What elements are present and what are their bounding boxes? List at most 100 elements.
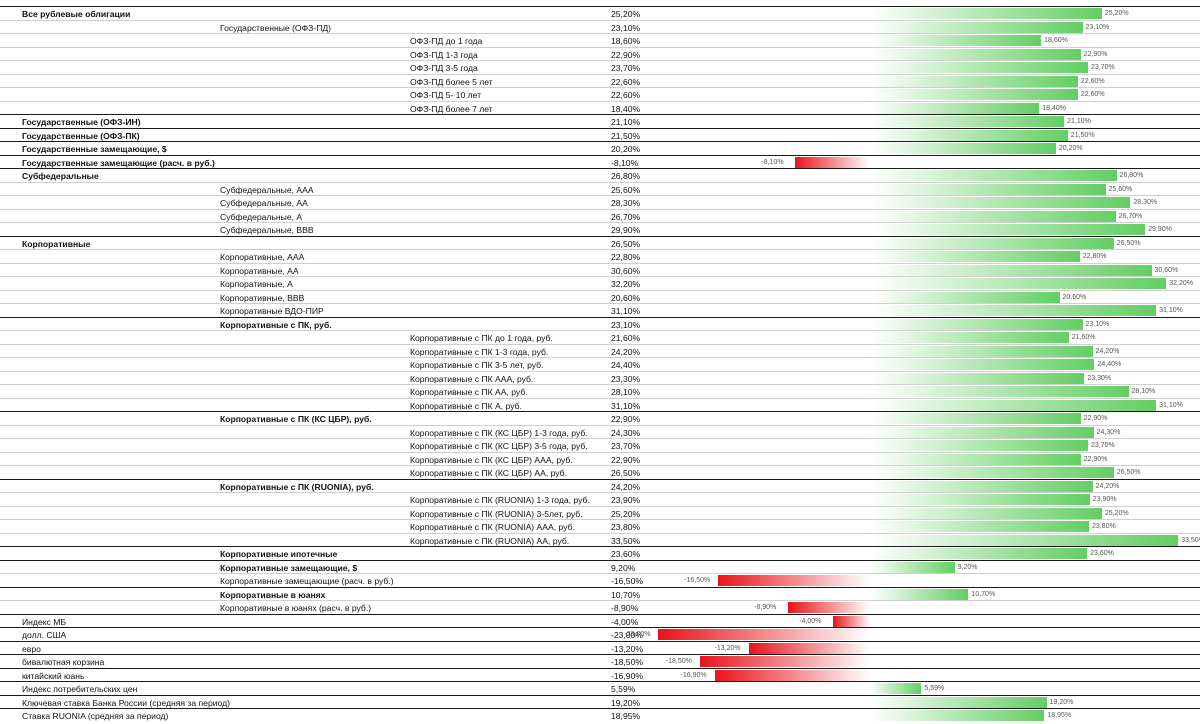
row-label: Субфедеральные: [22, 171, 99, 181]
bar-value-label: 28,10%: [1131, 388, 1156, 395]
bar: [870, 399, 1157, 411]
row-label: ОФЗ-ПД 5- 10 лет: [410, 90, 482, 100]
row-value: 28,10%: [611, 387, 641, 397]
row-value: -18,50%: [611, 657, 644, 667]
row-value: -13,20%: [611, 643, 644, 654]
row-label: Корпоративные с ПК (RUONIA), руб.: [220, 481, 374, 492]
row-label: Корпоративные с ПК (RUONIA) AAA, руб.: [410, 522, 575, 532]
row-label: Ключевая ставка Банка России (средняя за…: [22, 697, 230, 708]
bar: [748, 642, 870, 654]
bar-value-label: 21,50%: [1070, 131, 1095, 139]
row-label: Ставка RUONIA (средняя за период): [22, 711, 169, 721]
bar-value-label: 23,90%: [1092, 496, 1117, 503]
row-value: 26,50%: [611, 468, 641, 478]
table-row: Государственные (ОФЗ-ПК) 21,50% 21,50%: [0, 127, 1200, 143]
bar-value-label: 28,30%: [1133, 199, 1158, 206]
table-row: Государственные замещающие (расч. в руб.…: [0, 154, 1200, 170]
bar-value-label: -16,90%: [680, 671, 707, 679]
row-label: Корпоративные с ПК A, руб.: [410, 400, 522, 411]
table-row: Корпоративные с ПК (КС ЦБР) AAA, руб. 22,…: [0, 451, 1200, 467]
bar: [870, 48, 1081, 60]
row-value: -8,10%: [611, 157, 639, 168]
bar-value-label: 25,60%: [1108, 185, 1133, 193]
row-label: Государственные замещающие (расч. в руб.…: [22, 157, 215, 168]
bar-value-label: 23,80%: [1091, 523, 1116, 530]
row-value: 25,20%: [611, 9, 641, 19]
bar: [870, 21, 1083, 33]
bar-value-label: 24,20%: [1095, 482, 1120, 490]
table-row: Все рублевые облигации 25,20% 25,20%: [0, 6, 1200, 21]
row-label: Корпоративные с ПК 3-5 лет, руб.: [410, 360, 544, 370]
table-row: Корпоративные с ПК, руб. 23,10% 23,10%: [0, 316, 1200, 332]
row-label: ОФЗ-ПД более 7 лет: [410, 103, 493, 114]
row-value: 23,70%: [611, 63, 641, 73]
bar: [870, 75, 1078, 87]
bar-value-label: -23,00%: [624, 631, 651, 638]
bar: [870, 305, 1157, 316]
row-label: Корпоративные с ПК (КС ЦБР) AAA, руб.: [410, 454, 573, 465]
table-row: Корпоративные с ПК (КС ЦБР) 1-3 года, ру…: [0, 424, 1200, 440]
table-row: ОФЗ-ПД 3-5 года 23,70% 23,70%: [0, 60, 1200, 75]
row-value: -16,90%: [611, 670, 644, 681]
table-row: Субфедеральные 26,80% 26,80%: [0, 168, 1200, 183]
bar: [870, 251, 1080, 262]
bar: [870, 318, 1083, 330]
row-label: Государственные (ОФЗ-ИН): [22, 117, 141, 127]
table-row: Корпоративные с ПК (RUONIA) AAA, руб. 23,…: [0, 519, 1200, 534]
row-value: 23,60%: [611, 549, 641, 559]
bar-value-label: 32,20%: [1169, 280, 1193, 287]
bar-value-label: 33,50%: [1181, 536, 1200, 544]
row-value: 22,80%: [611, 252, 641, 262]
bar-value-label: -4,00%: [799, 617, 822, 625]
table-row: Корпоративные с ПК (КС ЦБР) 3-5 года, ру…: [0, 438, 1200, 453]
row-value: 21,10%: [611, 117, 641, 127]
bar: [699, 656, 870, 667]
bar: [870, 696, 1047, 708]
table-row: Индекс потребительских цен 5,59% 5,59%: [0, 681, 1200, 696]
row-label: Корпоративные в юанях (расч. в руб.): [220, 603, 372, 613]
bar-value-label: -13,20%: [714, 644, 741, 652]
row-label: Корпоративные в юанях: [220, 589, 326, 600]
row-label: Субфедеральные, AAA: [220, 184, 314, 195]
row-value: 31,10%: [611, 306, 641, 316]
table-row: Корпоративные с ПК (RUONIA) AA, руб. 33,5…: [0, 532, 1200, 548]
row-label: Субфедеральные, A: [220, 211, 303, 222]
table-row: Корпоративные замещающие (расч. в руб.) -…: [0, 573, 1200, 588]
row-value: 18,95%: [611, 711, 641, 721]
row-value: 22,90%: [611, 49, 641, 60]
bar: [870, 710, 1045, 721]
row-value: 5,59%: [611, 684, 636, 694]
row-value: 18,40%: [611, 103, 641, 114]
table-row: Ставка RUONIA (средняя за период) 18,95% 1…: [0, 708, 1200, 723]
bar-value-label: 26,80%: [1119, 172, 1144, 179]
table-row: ОФЗ-ПД до 1 года 18,60% 18,60%: [0, 33, 1200, 48]
row-value: 9,20%: [611, 562, 636, 573]
table-row: Корпоративные, A 32,20% 32,20%: [0, 276, 1200, 291]
table-row: Корпоративные с ПК (RUONIA), руб. 24,20% 2…: [0, 478, 1200, 494]
row-label: долл. США: [22, 630, 67, 640]
row-value: -8,90%: [611, 603, 639, 613]
table-row: ОФЗ-ПД более 7 лет 18,40% 18,40%: [0, 100, 1200, 116]
bar-value-label: 26,70%: [1118, 212, 1143, 220]
bar: [870, 372, 1085, 384]
row-label: Государственные (ОФЗ-ПД): [220, 22, 332, 33]
bar: [658, 629, 870, 640]
bar: [870, 278, 1167, 289]
bar: [870, 8, 1102, 19]
bar: [870, 440, 1089, 451]
table-row: ОФЗ-ПД 1-3 года 22,90% 22,90%: [0, 46, 1200, 62]
bar: [870, 170, 1117, 181]
row-label: Корпоративные, AAA: [220, 252, 305, 262]
bar: [870, 359, 1095, 370]
row-value: 26,80%: [611, 171, 641, 181]
bar: [870, 129, 1068, 141]
bar: [870, 197, 1131, 208]
bar-value-label: 24,20%: [1095, 347, 1120, 355]
row-value: 26,70%: [611, 211, 641, 222]
bar-value-label: 30,60%: [1154, 266, 1179, 274]
table-row: Корпоративные с ПК 1-3 года, руб. 24,20% 2…: [0, 343, 1200, 359]
bar-value-label: 18,40%: [1042, 104, 1067, 112]
row-value: 10,70%: [611, 589, 641, 600]
table-row: Субфедеральные, AAA 25,60% 25,60%: [0, 181, 1200, 197]
bar: [718, 575, 870, 586]
